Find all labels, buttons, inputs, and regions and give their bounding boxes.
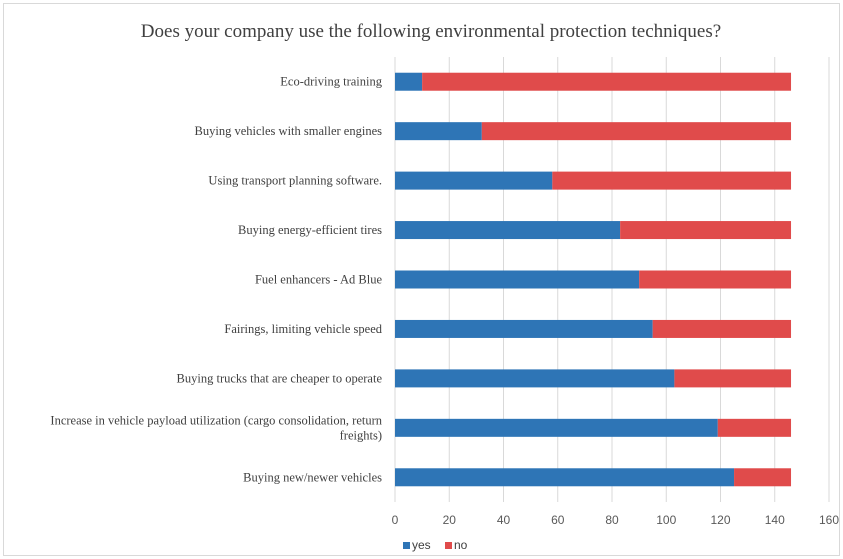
x-tick-label: 120 [710, 513, 730, 527]
category-label: Using transport planning software. [208, 174, 382, 188]
category-label: Fuel enhancers - Ad Blue [255, 273, 383, 287]
bar-no [620, 221, 792, 240]
category-label: Fairings, limiting vehicle speed [224, 322, 382, 336]
bar-yes [395, 418, 718, 437]
bar-yes [395, 221, 621, 240]
bar-no [481, 122, 792, 141]
x-tick-label: 140 [765, 513, 785, 527]
category-label: Buying trucks that are cheaper to operat… [177, 371, 383, 385]
category-label: Increase in vehicle payload utilization … [50, 413, 382, 442]
bar-no [717, 418, 792, 437]
bar-no [674, 369, 792, 388]
x-tick-label: 160 [819, 513, 839, 527]
bar-yes [395, 122, 482, 141]
bar-no [639, 270, 792, 289]
bar-yes [395, 171, 553, 190]
legend: yes no [403, 538, 468, 552]
x-tick-label: 100 [656, 513, 676, 527]
legend-label-no: no [454, 538, 468, 552]
category-label: Eco-driving training [280, 75, 382, 89]
category-label: Buying vehicles with smaller engines [195, 124, 383, 138]
x-tick-label: 60 [551, 513, 565, 527]
bars [395, 72, 792, 487]
bar-yes [395, 270, 640, 289]
legend-swatch-no [445, 542, 452, 549]
chart-title: Does your company use the following envi… [141, 21, 721, 42]
legend-label-yes: yes [412, 538, 431, 552]
category-label: Buying energy-efficient tires [238, 223, 382, 237]
bar-yes [395, 468, 735, 487]
bar-yes [395, 72, 423, 91]
bar-yes [395, 369, 675, 388]
x-tick-label: 0 [392, 513, 399, 527]
category-label: Buying new/newer vehicles [243, 470, 382, 484]
legend-swatch-yes [403, 542, 410, 549]
x-tick-label: 40 [497, 513, 511, 527]
x-tick-label: 80 [605, 513, 619, 527]
category-labels: Eco-driving training Buying vehicles with… [50, 75, 382, 485]
bar-no [552, 171, 792, 190]
bar-no [652, 319, 792, 338]
bar-no [734, 468, 792, 487]
bar-yes [395, 319, 653, 338]
x-tick-label: 20 [443, 513, 457, 527]
x-axis-ticks: 0 20 40 60 80 100 120 140 160 [392, 513, 840, 527]
bar-no [422, 72, 792, 91]
